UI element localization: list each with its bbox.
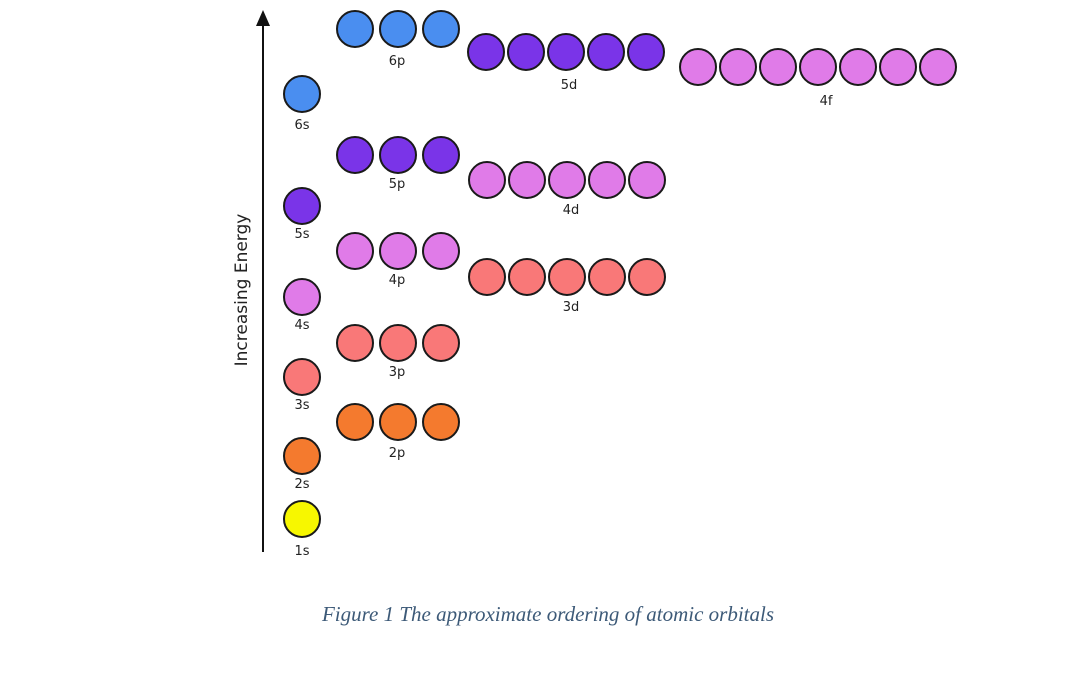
orbital-circle: [467, 33, 505, 71]
orbital-label: 1s: [294, 544, 310, 559]
orbital-circle: [422, 232, 460, 270]
orbital-circle: [379, 403, 417, 441]
orbital-circle: [283, 437, 321, 475]
orbital-circle: [336, 232, 374, 270]
orbital-label: 3p: [388, 365, 406, 380]
orbital-label: 4d: [562, 203, 580, 218]
orbital-circle: [336, 10, 374, 48]
orbital-label: 3d: [562, 300, 580, 315]
orbital-circle: [799, 48, 837, 86]
orbital-circle: [628, 258, 666, 296]
orbital-label: 5p: [388, 177, 406, 192]
orbital-circle: [379, 232, 417, 270]
orbital-circle: [759, 48, 797, 86]
orbital-circle: [336, 136, 374, 174]
orbital-circle: [379, 324, 417, 362]
orbital-circle: [839, 48, 877, 86]
orbital-circle: [468, 161, 506, 199]
orbital-label: 3s: [294, 398, 310, 413]
orbital-label: 2p: [388, 446, 406, 461]
orbital-circle: [379, 136, 417, 174]
orbital-circle: [679, 48, 717, 86]
energy-axis-line: [262, 22, 264, 552]
orbital-circle: [283, 500, 321, 538]
orbital-circle: [283, 358, 321, 396]
orbital-circle: [508, 258, 546, 296]
orbital-circle: [422, 403, 460, 441]
orbital-label: 4p: [388, 273, 406, 288]
orbital-circle: [587, 33, 625, 71]
orbital-circle: [336, 403, 374, 441]
orbital-label: 6p: [388, 54, 406, 69]
orbital-circle: [879, 48, 917, 86]
orbital-label: 4s: [294, 318, 310, 333]
orbital-label: 6s: [294, 118, 310, 133]
orbital-circle: [422, 10, 460, 48]
orbital-circle: [588, 258, 626, 296]
orbital-label: 5d: [560, 78, 578, 93]
orbital-circle: [508, 161, 546, 199]
orbital-circle: [507, 33, 545, 71]
orbital-label: 2s: [294, 477, 310, 492]
orbital-circle: [627, 33, 665, 71]
orbital-circle: [422, 324, 460, 362]
orbital-label: 4f: [819, 94, 833, 109]
orbital-circle: [548, 258, 586, 296]
orbital-circle: [919, 48, 957, 86]
energy-axis-label: Increasing Energy: [232, 213, 252, 367]
orbital-circle: [283, 75, 321, 113]
orbital-circle: [336, 324, 374, 362]
orbital-circle: [379, 10, 417, 48]
orbital-circle: [283, 278, 321, 316]
energy-axis-arrowhead: [256, 10, 270, 26]
orbital-circle: [628, 161, 666, 199]
orbital-circle: [588, 161, 626, 199]
orbital-circle: [548, 161, 586, 199]
orbital-circle: [719, 48, 757, 86]
orbital-circle: [283, 187, 321, 225]
orbital-circle: [422, 136, 460, 174]
figure-caption: Figure 1 The approximate ordering of ato…: [321, 602, 775, 626]
orbital-circle: [468, 258, 506, 296]
orbital-label: 5s: [294, 227, 310, 242]
orbital-circle: [547, 33, 585, 71]
